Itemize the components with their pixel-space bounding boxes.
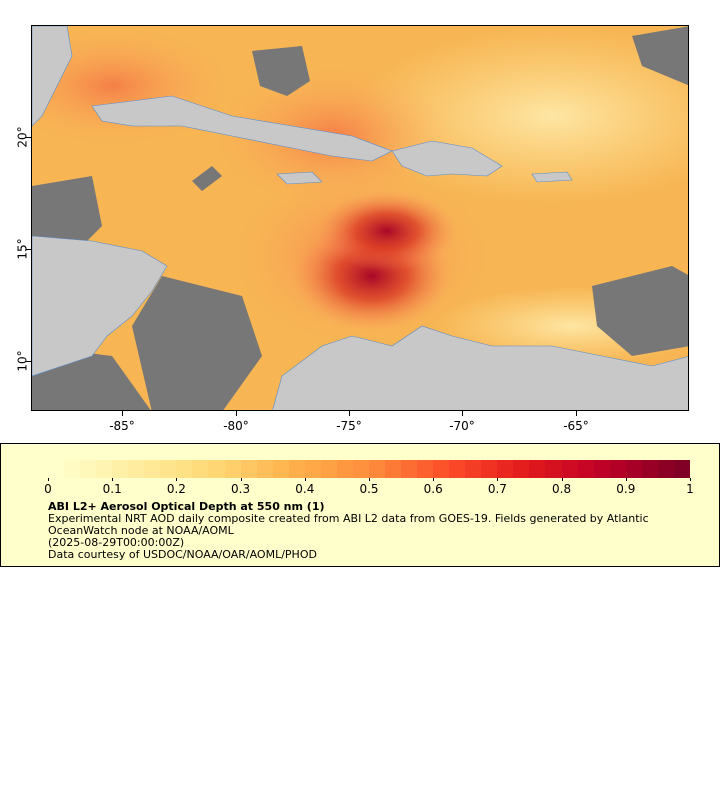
colorbar-tick-label: 0.8: [552, 482, 572, 496]
colorbar-segment: [481, 460, 498, 478]
colorbar-segment: [561, 460, 578, 478]
colorbar-tick-label: 0.9: [616, 482, 636, 496]
colorbar-segment: [529, 460, 546, 478]
colorbar-segment: [288, 460, 305, 478]
y-tick-label: 15°: [15, 238, 30, 260]
colorbar-tick-label: 0.2: [166, 482, 186, 496]
colorbar-segment: [144, 460, 161, 478]
colorbar-segment: [208, 460, 225, 478]
y-tick-label: 10°: [15, 350, 30, 372]
colorbar-tick: [690, 478, 691, 481]
colorbar-segment: [256, 460, 273, 478]
legend-description: Experimental NRT AOD daily composite cre…: [48, 512, 649, 537]
x-tick-mark: [349, 411, 350, 416]
colorbar-segment: [449, 460, 466, 478]
no-data-areas: [32, 26, 688, 410]
colorbar-segment: [641, 460, 658, 478]
colorbar-segment: [545, 460, 562, 478]
colorbar-tick: [433, 478, 435, 481]
colorbar-tick: [240, 478, 242, 481]
colorbar-segment: [433, 460, 450, 478]
x-tick-mark: [236, 411, 237, 416]
colorbar-tick: [561, 478, 563, 481]
colorbar-segment: [272, 460, 289, 478]
x-tick-label: -85°: [109, 419, 135, 433]
colorbar-segment: [224, 460, 241, 478]
colorbar-tick-label: 0: [44, 482, 52, 496]
colorbar-segment: [609, 460, 626, 478]
colorbar-tick-label: 0.3: [231, 482, 251, 496]
colorbar-tick-label: 0.5: [359, 482, 379, 496]
x-tick-label: -75°: [336, 419, 362, 433]
y-tick-mark: [26, 249, 31, 250]
x-tick-mark: [122, 411, 123, 416]
colorbar-segment: [465, 460, 482, 478]
colorbar: [48, 460, 690, 478]
colorbar-segment: [240, 460, 257, 478]
colorbar-tick: [497, 478, 499, 481]
y-tick-mark: [26, 137, 31, 138]
colorbar-segment: [192, 460, 209, 478]
colorbar-segment: [368, 460, 385, 478]
legend-text: ABI L2+ Aerosol Optical Depth at 550 nm …: [48, 501, 688, 561]
x-tick-label: -80°: [223, 419, 249, 433]
x-tick-mark: [576, 411, 577, 416]
colorbar-segment: [128, 460, 145, 478]
colorbar-segment: [304, 460, 321, 478]
colorbar-tick-label: 1: [686, 482, 694, 496]
colorbar-tick: [625, 478, 627, 481]
colorbar-segment: [577, 460, 594, 478]
colorbar-tick: [369, 478, 370, 481]
legend-date: (2025-08-29T00:00:00Z): [48, 536, 185, 549]
colorbar-tick-label: 0.4: [295, 482, 315, 496]
colorbar-segment: [657, 460, 674, 478]
colorbar-tick-label: 0.7: [487, 482, 507, 496]
y-tick-label: 20°: [15, 126, 30, 148]
colorbar-segment: [320, 460, 337, 478]
land-areas: [32, 26, 688, 410]
legend-panel: ABI L2+ Aerosol Optical Depth at 550 nm …: [0, 443, 720, 567]
aod-high-region: [317, 191, 457, 271]
y-tick-mark: [26, 361, 31, 362]
x-tick-mark: [462, 411, 463, 416]
colorbar-tick: [176, 478, 178, 481]
colorbar-segment: [497, 460, 514, 478]
colorbar-segment: [352, 460, 369, 478]
colorbar-segment: [384, 460, 402, 478]
colorbar-segment: [625, 460, 642, 478]
colorbar-tick: [48, 478, 49, 481]
colorbar-tick: [304, 478, 306, 481]
colorbar-segment: [336, 460, 353, 478]
colorbar-segment: [401, 460, 418, 478]
colorbar-segment: [417, 460, 434, 478]
x-tick-label: -65°: [563, 419, 589, 433]
colorbar-tick-label: 0.6: [423, 482, 443, 496]
colorbar-segment: [48, 460, 65, 478]
colorbar-segment: [176, 460, 193, 478]
colorbar-segment: [513, 460, 530, 478]
aod-map: [31, 25, 689, 411]
map-canvas: [32, 26, 688, 410]
colorbar-segment: [112, 460, 129, 478]
colorbar-segment: [96, 460, 113, 478]
x-tick-label: -70°: [449, 419, 475, 433]
colorbar-segment: [593, 460, 610, 478]
colorbar-segment: [673, 460, 690, 478]
colorbar-tick: [112, 478, 114, 481]
legend-title: ABI L2+ Aerosol Optical Depth at 550 nm …: [48, 500, 325, 513]
legend-credit: Data courtesy of USDOC/NOAA/OAR/AOML/PHO…: [48, 548, 317, 561]
colorbar-segment: [64, 460, 81, 478]
colorbar-segment: [160, 460, 177, 478]
colorbar-segment: [80, 460, 97, 478]
colorbar-tick-label: 0.1: [102, 482, 122, 496]
